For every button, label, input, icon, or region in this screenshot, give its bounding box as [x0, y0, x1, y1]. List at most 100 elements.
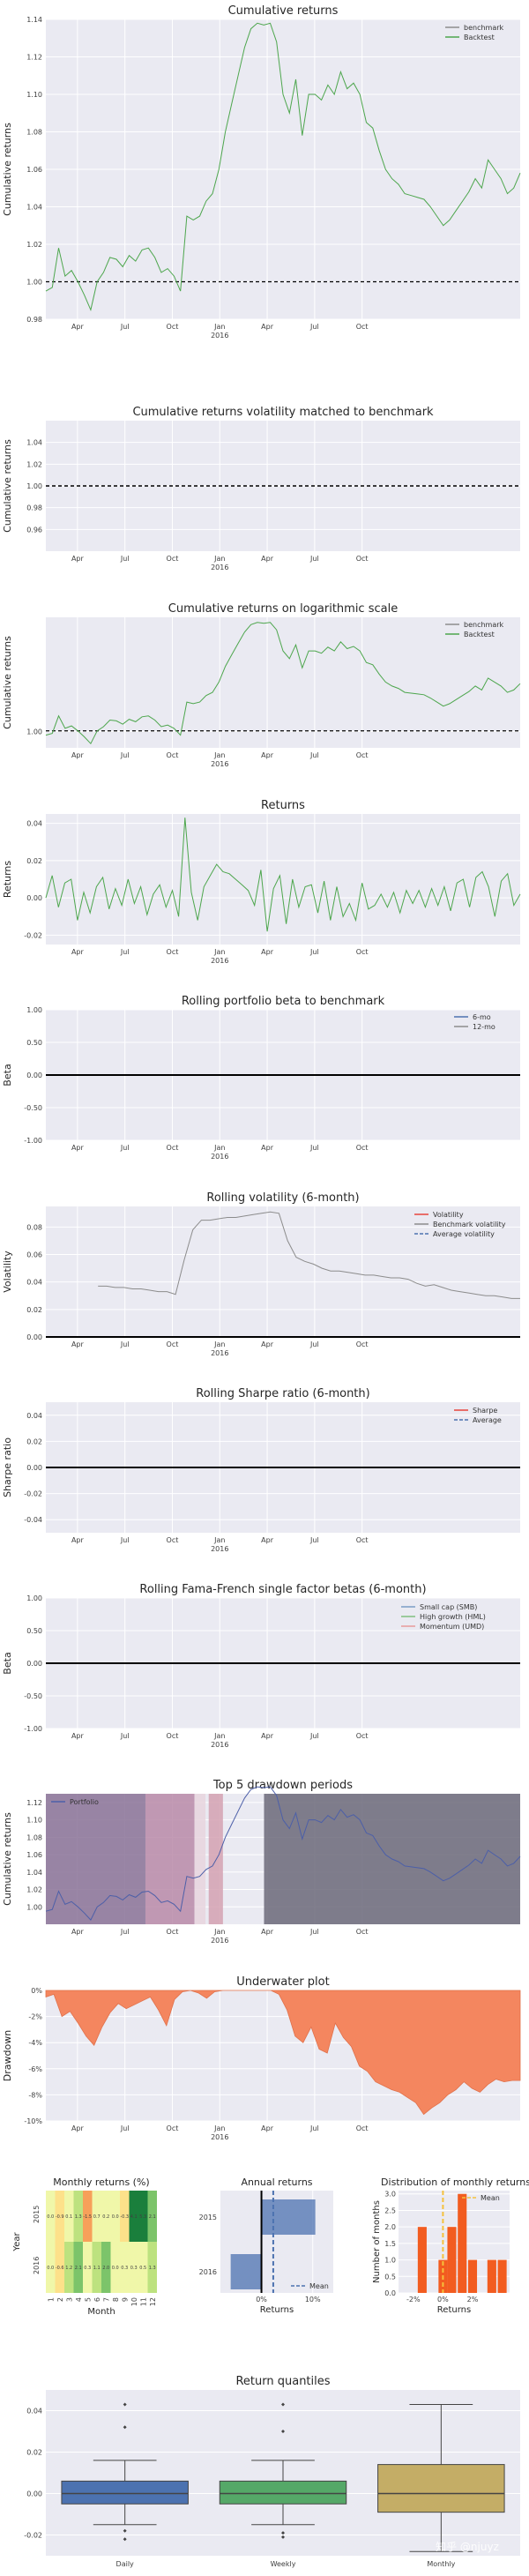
heatmap-col-label: 7	[102, 2297, 110, 2302]
heatmap-col-label: 4	[75, 2297, 83, 2302]
y-tick-label: 0.00	[26, 2490, 42, 2498]
y-tick-label: 1.5	[384, 2240, 396, 2248]
heatmap-cell	[120, 2191, 130, 2242]
heatmap-cell	[64, 2191, 74, 2242]
y-axis-label: Beta	[2, 1652, 13, 1674]
y-tick-label: 0.02	[26, 1437, 42, 1445]
outlier-point	[123, 2528, 127, 2533]
x-year-label: 2016	[211, 564, 228, 571]
x-tick-label: Jul	[120, 1928, 130, 1936]
portfolio-line	[45, 1786, 521, 1921]
panel-return-quantiles: Return quantiles -0.02 0.00 0.02 0.04 Daily We…	[24, 2375, 520, 2568]
chart-title: Annual returns	[241, 2177, 312, 2188]
x-tick-label: Jan	[213, 555, 225, 563]
x-tick-label: Jul	[120, 1536, 130, 1544]
y-tick-label: 1.02	[26, 460, 42, 468]
x-tick-label: Jan	[213, 1928, 225, 1936]
box-weekly	[219, 2480, 347, 2505]
heatmap-cell	[55, 2191, 64, 2242]
box-daily	[61, 2480, 189, 2505]
box-monthly	[377, 2464, 505, 2513]
x-tick-label: Oct	[167, 1928, 179, 1936]
annual-bar	[230, 2254, 262, 2289]
plot-area	[46, 814, 520, 945]
heatmap-cell	[55, 2242, 64, 2293]
legend-label: benchmark	[464, 24, 504, 32]
y-tick-label: 1.04	[26, 439, 42, 447]
x-year-label: 2016	[211, 957, 228, 965]
heatmap-cell	[138, 2242, 148, 2293]
heatmap-col-label: 8	[112, 2297, 120, 2302]
y-tick-label: 1.02	[26, 241, 42, 249]
panel-returns: Returns -0.02 0.00 0.02 0.04 Apr Jul Oct Jan Apr J…	[2, 799, 521, 965]
y-tick-label: 1.00	[26, 1903, 42, 1911]
x-year-label: 2016	[211, 760, 228, 768]
x-tick-label: Oct	[167, 323, 179, 331]
y-tick-label: 0.98	[26, 504, 42, 512]
y-axis-label: Sharpe ratio	[2, 1437, 13, 1497]
y-tick-label: 1.06	[26, 1851, 42, 1859]
x-tick-label: Apr	[71, 1144, 85, 1152]
y-tick-label: 0.02	[26, 1306, 42, 1314]
chart-title: Rolling Fama-French single factor betas …	[139, 1583, 426, 1596]
x-tick-label: Apr	[71, 1732, 85, 1740]
x-tick-label: Jan	[213, 323, 225, 331]
x-tick-label: Oct	[167, 1144, 179, 1152]
x-tick-label: 0%	[437, 2296, 449, 2303]
y-axis-label: Volatility	[2, 1251, 13, 1293]
y-tick-label: 2.5	[384, 2206, 396, 2214]
x-year-label: 2016	[211, 332, 228, 340]
x-tick-label: Apr	[71, 2124, 85, 2132]
y-tick-label: -1.00	[24, 1137, 42, 1145]
heatmap-cell-label: 0.5	[139, 2266, 146, 2271]
heatmap-col-label: 12	[149, 2297, 157, 2306]
x-tick-label: Apr	[71, 323, 85, 331]
panel-monthly-heatmap: Monthly returns (%)2015 0.0 -0.9 0.1 1.3 -1.5…	[12, 2177, 157, 2317]
legend-label: Momentum (UMD)	[420, 1623, 484, 1631]
x-tick-label: Oct	[356, 1732, 369, 1740]
y-tick-label: 1.00	[26, 482, 42, 490]
chart-title: Cumulative returns volatility matched to…	[132, 406, 434, 419]
panel-cum_returns: Cumulative returns 0.98 1.00 1.02 1.04 1.06 1.…	[2, 4, 521, 340]
y-tick-label: -0.02	[24, 2532, 42, 2540]
x-tick-label: Apr	[71, 1536, 85, 1544]
y-axis-label: Drawdown	[2, 2030, 13, 2081]
y-tick-label: 0.96	[26, 526, 42, 534]
heatmap-col-label: 2	[56, 2297, 64, 2302]
x-tick-label: Jul	[120, 1340, 130, 1348]
x-year-label: 2016	[211, 1937, 228, 1945]
x-tick-label: Jan	[213, 751, 225, 759]
heatmap-cell-label: 1.3	[149, 2266, 156, 2271]
heatmap-cell	[101, 2242, 111, 2293]
watermark: 知乎 @njuyz	[436, 2541, 499, 2553]
x-tick-label: Jul	[120, 751, 130, 759]
x-tick-label: Jul	[120, 323, 130, 331]
legend-label: Average volatility	[433, 1230, 495, 1238]
heatmap-cell-label: 5.3	[139, 2214, 146, 2220]
x-tick-label: Oct	[167, 1732, 179, 1740]
y-tick-label: 0.04	[26, 1412, 42, 1420]
outlier-point	[123, 2402, 127, 2407]
panel-ff_betas: Rolling Fama-French single factor betas …	[2, 1583, 520, 1749]
y-tick-label: 0%	[31, 1987, 42, 1995]
y-tick-label: 1.14	[26, 16, 42, 24]
drawdown-period	[46, 1794, 145, 1924]
y-tick-label: 1.00	[26, 1006, 42, 1014]
y-axis-label: Beta	[2, 1064, 13, 1086]
x-tick-label: Jan	[213, 1144, 225, 1152]
x-tick-label: Apr	[261, 555, 274, 563]
y-tick-label: -0.50	[24, 1104, 42, 1112]
x-tick-label: Oct	[356, 1340, 369, 1348]
histogram-bar	[458, 2193, 467, 2293]
heatmap-cell	[110, 2191, 120, 2242]
heatmap-cell-label: 0.0	[47, 2266, 54, 2271]
chart-title: Returns	[261, 799, 305, 812]
y-axis-label: Returns	[2, 861, 13, 899]
x-tick-label: Jul	[309, 323, 319, 331]
legend-label: Small cap (SMB)	[420, 1603, 477, 1611]
heatmap-col-label: 1	[47, 2297, 55, 2302]
y-axis-label: Cumulative returns	[2, 1812, 13, 1906]
y-tick-label: 1.12	[26, 54, 42, 62]
heatmap-col-label: 11	[139, 2297, 147, 2306]
x-tick-label: Monthly	[427, 2560, 455, 2568]
